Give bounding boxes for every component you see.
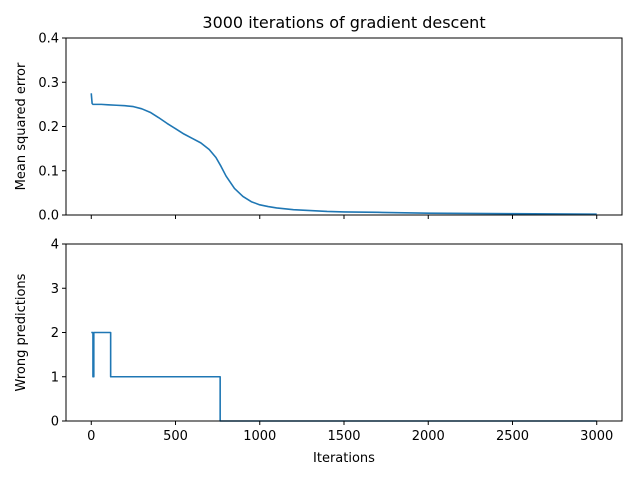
y-tick-label: 0.2	[38, 120, 59, 135]
chart-title: 3000 iterations of gradient descent	[202, 13, 485, 32]
x-tick-label: 3000	[580, 429, 613, 444]
y-tick-label: 3	[51, 282, 59, 297]
y-tick-label: 0.3	[38, 76, 59, 91]
x-axis-label: Iterations	[313, 451, 375, 466]
y-tick-label: 0.1	[38, 164, 59, 179]
x-tick-label: 2500	[496, 429, 529, 444]
y-tick-label: 0.4	[38, 32, 59, 47]
x-tick-label: 2000	[412, 429, 445, 444]
y-axis-label: Mean squared error	[14, 62, 29, 190]
x-tick-label: 0	[87, 429, 95, 444]
y-tick-label: 4	[51, 238, 59, 253]
y-axis-label: Wrong predictions	[14, 273, 29, 391]
series-line-0-0	[90, 93, 597, 215]
y-tick-label: 1	[51, 370, 59, 385]
x-tick-label: 1000	[243, 429, 276, 444]
y-tick-label: 0.0	[38, 209, 59, 224]
plot-frame	[65, 37, 623, 216]
axes-wrong-predictions: 0 500 1000 1500 2000 2500 3000 0 1 2 3 4 Wrong predi…	[14, 238, 623, 466]
y-tick-label: 2	[51, 326, 59, 341]
x-tick-label: 1500	[327, 429, 360, 444]
series-line-1-0	[91, 331, 597, 422]
plot-frame	[65, 243, 623, 422]
y-tick-label: 0	[51, 415, 59, 430]
axes-mse: 0.0 0.1 0.2 0.3 0.4 Mean squared error	[14, 32, 623, 224]
x-tick-label: 500	[163, 429, 188, 444]
